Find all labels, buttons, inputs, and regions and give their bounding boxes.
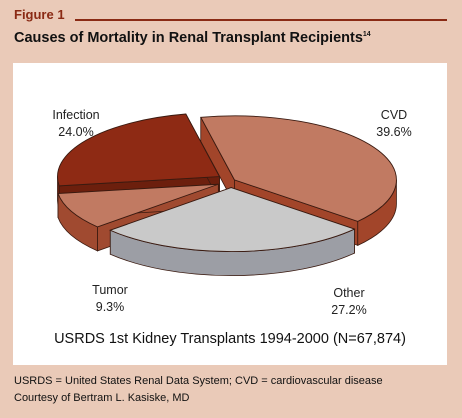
slice-value-cvd: 39.6% xyxy=(376,125,411,139)
slice-value-other: 27.2% xyxy=(331,303,366,317)
slice-value-infection: 24.0% xyxy=(58,125,93,139)
figure-title-rule xyxy=(75,19,447,21)
slice-label-infection: Infection xyxy=(52,108,99,122)
pie-slice-tumor xyxy=(57,183,219,228)
figure-label: Figure 1 xyxy=(14,7,65,22)
footer-abbreviations: USRDS = United States Renal Data System;… xyxy=(14,375,383,387)
figure-title-text: Causes of Mortality in Renal Transplant … xyxy=(14,30,363,46)
pie-slice-infection xyxy=(57,113,221,187)
chart-panel: Infection 24.0% CVD 39.6% Tumor 9.3% Oth… xyxy=(13,63,447,365)
figure-title-reference: 14 xyxy=(362,31,371,38)
slice-value-tumor: 9.3% xyxy=(96,300,125,314)
chart-caption: USRDS 1st Kidney Transplants 1994-2000 (… xyxy=(54,331,406,347)
slice-label-other: Other xyxy=(333,286,364,300)
pie-slice-cvd xyxy=(200,115,397,222)
pie-top-faces xyxy=(57,113,397,253)
pie-chart: Infection 24.0% CVD 39.6% Tumor 9.3% Oth… xyxy=(52,108,411,317)
pie-slice-other xyxy=(109,187,356,253)
slice-label-cvd: CVD xyxy=(381,108,407,122)
figure-title: Causes of Mortality in Renal Transplant … xyxy=(14,30,371,46)
footer-credit: Courtesy of Bertram L. Kasiske, MD xyxy=(14,392,190,404)
figure-footer: USRDS = United States Renal Data System;… xyxy=(14,373,383,407)
slice-label-tumor: Tumor xyxy=(92,283,128,297)
